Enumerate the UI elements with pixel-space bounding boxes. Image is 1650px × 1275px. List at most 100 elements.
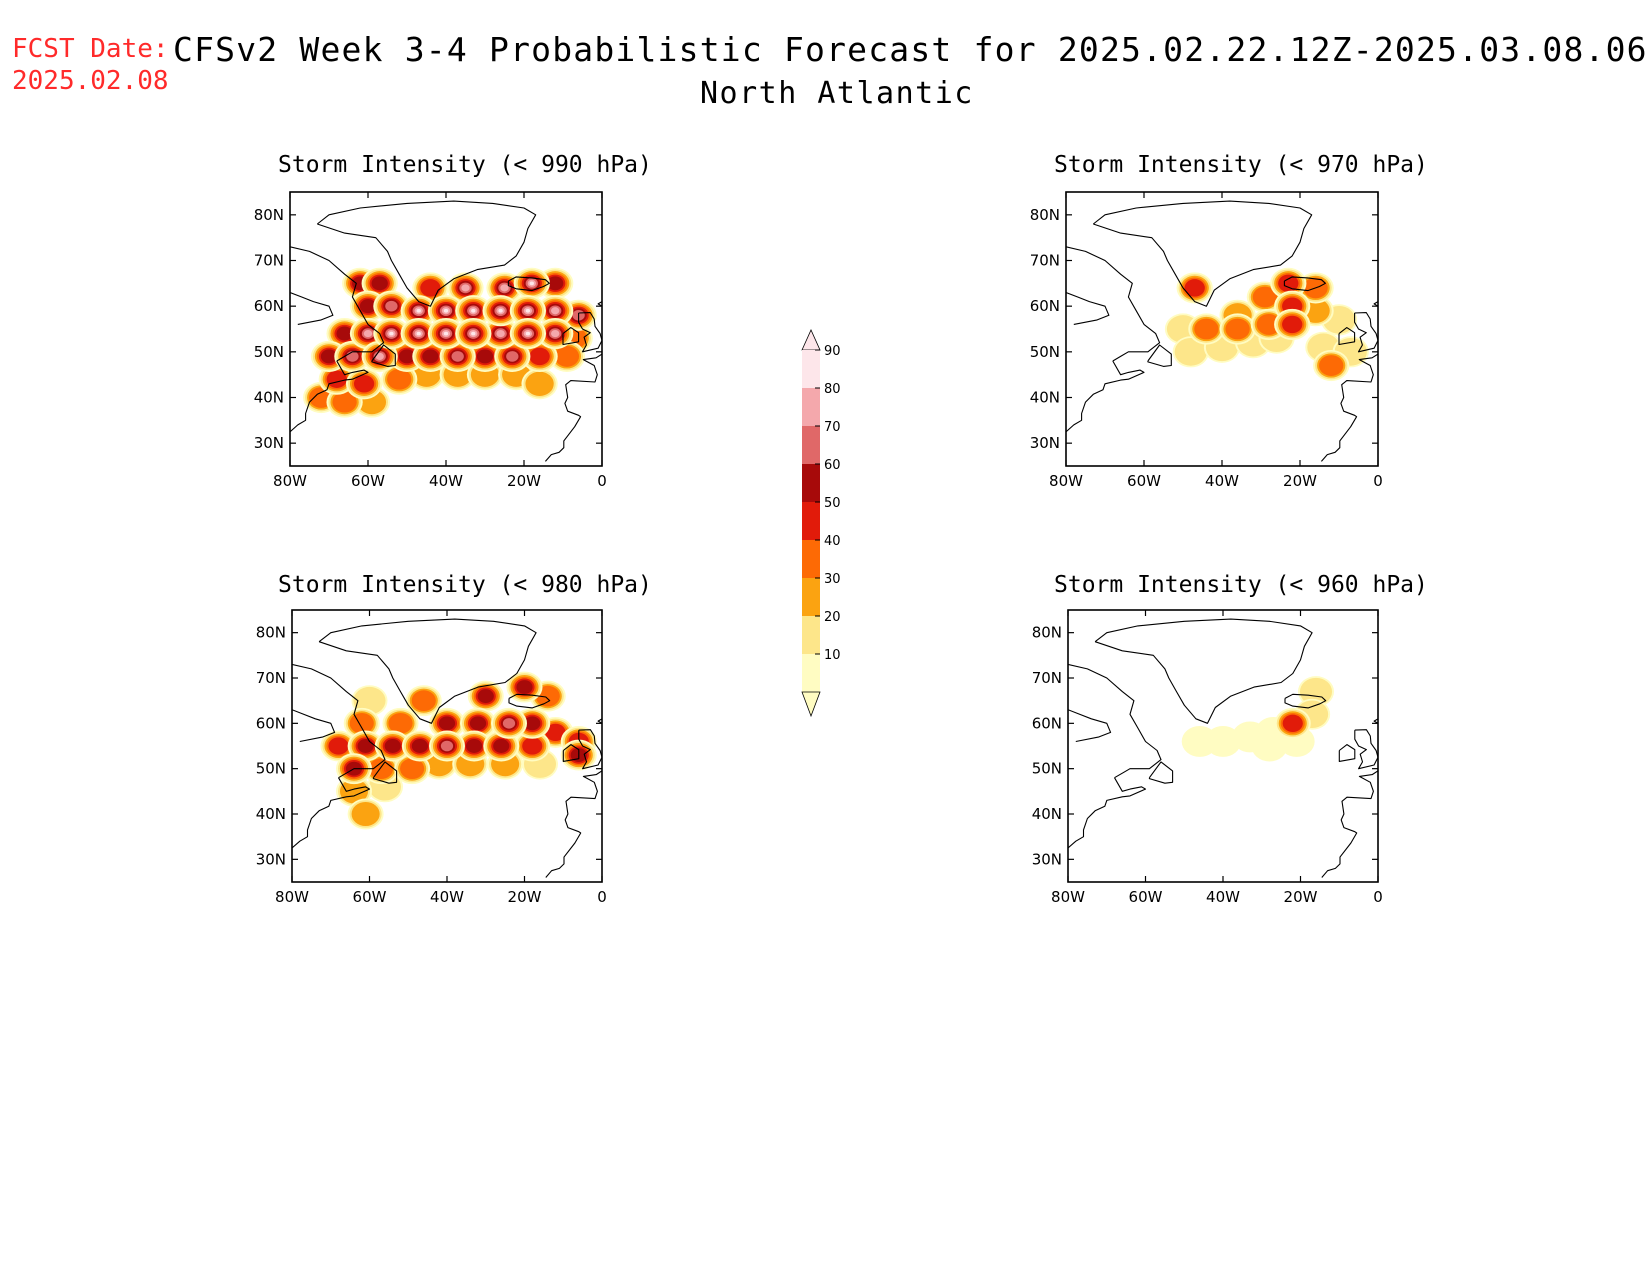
probability-cell xyxy=(336,326,353,341)
probability-cell xyxy=(443,308,449,313)
coastline xyxy=(1338,744,1356,762)
probability-cell xyxy=(471,331,476,336)
lat-tick-label: 50N xyxy=(256,760,286,778)
colorbar-label: 60 xyxy=(824,458,841,473)
probability-cell xyxy=(477,689,494,704)
probability-cell xyxy=(1194,318,1219,340)
lat-tick-label: 50N xyxy=(1032,760,1062,778)
lon-tick-label: 0 xyxy=(597,888,607,906)
lat-tick-label: 30N xyxy=(1032,850,1062,868)
forecast-date-value: 2025.02.08 xyxy=(12,66,169,96)
lon-tick-label: 60W xyxy=(353,888,387,906)
probability-cell xyxy=(387,368,412,390)
colorbar-label: 20 xyxy=(824,610,841,625)
probability-cell xyxy=(359,299,377,314)
probability-cell xyxy=(500,284,509,292)
probability-cell xyxy=(328,737,349,755)
probability-cell xyxy=(1184,279,1205,297)
probability-field xyxy=(290,200,602,462)
coastline xyxy=(597,718,602,724)
probability-cell xyxy=(1256,313,1281,335)
probability-cell xyxy=(1251,730,1288,762)
probability-cell xyxy=(547,276,564,291)
colorbar-label: 30 xyxy=(824,572,841,587)
lat-tick-label: 40N xyxy=(1032,805,1062,823)
coastline xyxy=(1068,709,1112,743)
coastline xyxy=(290,246,385,362)
coastline xyxy=(1373,718,1378,724)
lon-tick-label: 40W xyxy=(1206,888,1240,906)
probability-cell xyxy=(440,740,454,752)
coastline xyxy=(292,663,386,779)
probability-cell xyxy=(1319,355,1344,376)
probability-cell xyxy=(400,758,425,780)
colorbar-label: 40 xyxy=(824,534,841,549)
coastline xyxy=(292,709,336,743)
panel-title-990: Storm Intensity (< 990 hPa) xyxy=(278,152,652,178)
region-subtitle: North Atlantic xyxy=(700,76,974,111)
coastline xyxy=(290,360,369,433)
coastline xyxy=(371,344,396,367)
coastline xyxy=(1284,693,1327,709)
probability-cell xyxy=(1282,714,1303,732)
lon-tick-label: 0 xyxy=(1373,888,1383,906)
probability-cell xyxy=(416,331,421,336)
probability-cell xyxy=(461,284,470,292)
probability-cell xyxy=(493,739,510,753)
probability-cell xyxy=(443,331,449,336)
lon-tick-label: 80W xyxy=(1051,888,1085,906)
probability-cell xyxy=(529,347,550,366)
page-title: CFSv2 Week 3-4 Probabilistic Forecast fo… xyxy=(173,30,1650,69)
map-panel-990: 80N 70N 60N 50N 40N 30N 80W 60W 40W 20W 0 xyxy=(254,191,607,490)
probability-cell xyxy=(506,351,519,362)
colorbar-segment xyxy=(802,464,820,502)
probability-cell xyxy=(349,712,374,734)
lon-tick-label: 60W xyxy=(1127,472,1161,490)
lat-tick-label: 70N xyxy=(254,252,284,270)
coastline xyxy=(544,353,602,462)
lon-tick-label: 80W xyxy=(273,472,307,490)
lon-tick-label: 60W xyxy=(1129,888,1163,906)
colorbar-extension xyxy=(801,329,821,351)
lat-tick-label: 40N xyxy=(256,805,286,823)
probability-cell xyxy=(498,308,503,313)
probability-cell xyxy=(1181,726,1218,757)
lat-tick-label: 60N xyxy=(256,714,286,732)
map-panel-970: 80N 70N 60N 50N 40N 30N 80W 60W 40W 20W 0 xyxy=(1030,191,1383,490)
probability-cell xyxy=(375,352,384,360)
probability-cell xyxy=(411,739,428,753)
probability-cell xyxy=(346,351,359,362)
probability-colorbar: 10 20 30 40 50 60 70 80 90 xyxy=(801,329,841,718)
panel-title-970: Storm Intensity (< 970 hPa) xyxy=(1054,152,1428,178)
probability-cell xyxy=(320,349,338,364)
probability-cell xyxy=(389,331,394,336)
probability-cell xyxy=(516,680,533,695)
coastline xyxy=(545,770,602,878)
lon-tick-label: 80W xyxy=(275,888,309,906)
lon-tick-label: 40W xyxy=(430,888,464,906)
lon-tick-label: 40W xyxy=(1205,472,1239,490)
coastline xyxy=(507,276,550,292)
coastline xyxy=(1066,246,1161,362)
panel-title-980: Storm Intensity (< 980 hPa) xyxy=(278,572,652,598)
colorbar-segment xyxy=(802,654,820,692)
lat-tick-label: 80N xyxy=(254,206,284,224)
probability-cell xyxy=(351,801,380,827)
colorbar-segment xyxy=(802,502,820,540)
coastline xyxy=(578,729,602,770)
colorbar-segment xyxy=(802,540,820,578)
probability-cell xyxy=(388,712,413,734)
probability-cell xyxy=(353,686,386,715)
probability-cell xyxy=(554,345,580,367)
coastline xyxy=(290,291,334,325)
colorbar-label: 50 xyxy=(824,496,841,511)
probability-cell xyxy=(357,739,374,753)
probability-cell xyxy=(398,349,416,364)
probability-cell xyxy=(496,329,505,338)
lon-tick-label: 60W xyxy=(351,472,385,490)
colorbar-label: 70 xyxy=(824,420,841,435)
lat-tick-label: 50N xyxy=(254,343,284,361)
lon-tick-label: 80W xyxy=(1049,472,1083,490)
coastline xyxy=(508,693,551,709)
colorbar-segment xyxy=(802,426,820,464)
